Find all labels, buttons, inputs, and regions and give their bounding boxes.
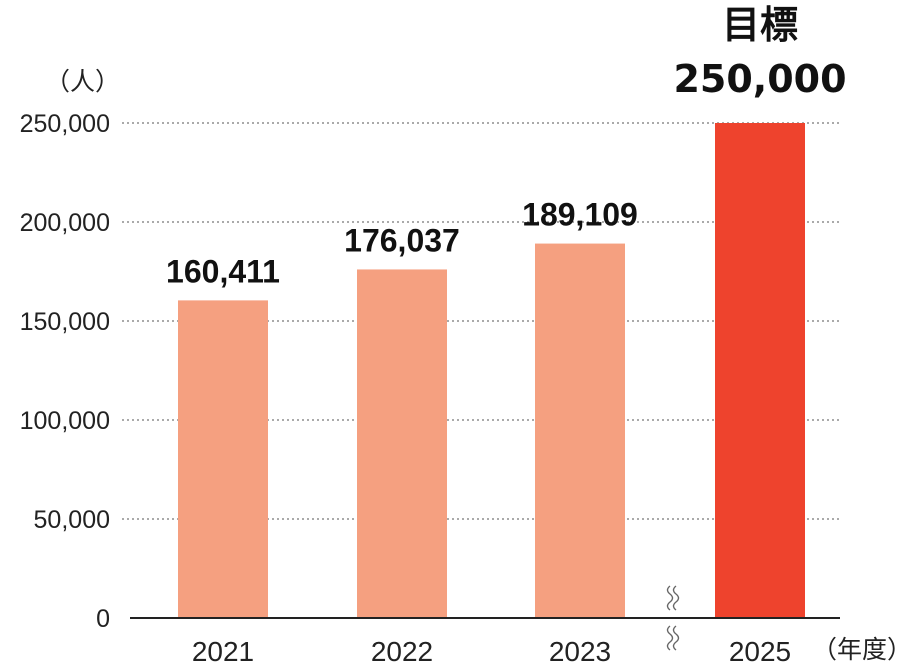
data-label: 160,411 <box>166 253 280 289</box>
x-category-label: 2022 <box>371 636 433 665</box>
y-tick-label: 250,000 <box>20 110 110 138</box>
target-value-label: 250,000 <box>673 57 846 101</box>
y-tick-label: 200,000 <box>20 209 110 237</box>
data-label: 189,109 <box>522 197 638 233</box>
x-category-label: 2025 <box>729 636 791 665</box>
bars <box>178 123 805 618</box>
x-axis-categories: 2021 2022 2023 2025 <box>192 636 791 665</box>
x-category-label: 2023 <box>549 636 611 665</box>
x-axis-unit: （年度） <box>812 635 900 664</box>
bar-2023 <box>535 243 625 618</box>
bar-2022 <box>357 269 447 618</box>
data-label: 176,037 <box>344 222 460 258</box>
y-tick-label: 0 <box>96 605 110 633</box>
bar-2021 <box>178 300 268 618</box>
x-category-label: 2021 <box>192 636 254 665</box>
target-caption: 目標 <box>722 3 798 47</box>
y-tick-label: 50,000 <box>34 506 110 534</box>
y-axis-unit: （人） <box>45 67 120 96</box>
bar-2025 <box>715 123 805 618</box>
axis-break-mark <box>666 585 680 651</box>
y-tick-label: 150,000 <box>20 308 110 336</box>
y-tick-label: 100,000 <box>20 407 110 435</box>
data-labels: 160,411 176,037 189,109 250,000 <box>166 57 846 289</box>
y-axis-ticks: 0 50,000 100,000 150,000 200,000 250,000 <box>20 110 110 633</box>
